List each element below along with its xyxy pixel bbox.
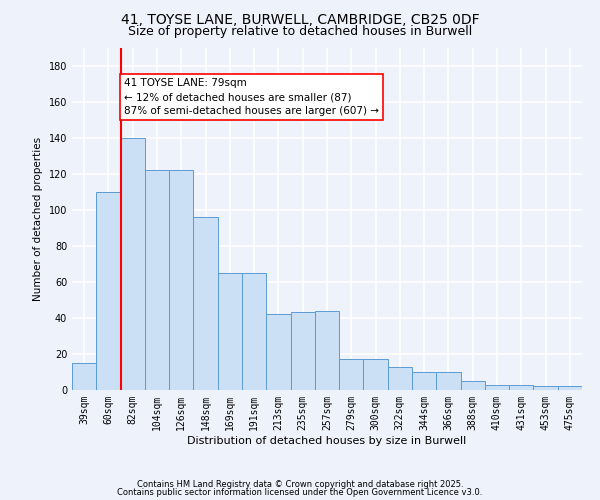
Bar: [388, 366, 412, 390]
Text: 41 TOYSE LANE: 79sqm
← 12% of detached houses are smaller (87)
87% of semi-detac: 41 TOYSE LANE: 79sqm ← 12% of detached h…: [124, 78, 379, 116]
Bar: [509, 384, 533, 390]
Bar: [290, 312, 315, 390]
Bar: [339, 360, 364, 390]
Bar: [364, 360, 388, 390]
Bar: [436, 372, 461, 390]
Bar: [145, 170, 169, 390]
Bar: [315, 310, 339, 390]
Text: Contains HM Land Registry data © Crown copyright and database right 2025.: Contains HM Land Registry data © Crown c…: [137, 480, 463, 489]
Bar: [193, 217, 218, 390]
Bar: [533, 386, 558, 390]
Bar: [485, 384, 509, 390]
Y-axis label: Number of detached properties: Number of detached properties: [33, 136, 43, 301]
X-axis label: Distribution of detached houses by size in Burwell: Distribution of detached houses by size …: [187, 436, 467, 446]
Bar: [169, 170, 193, 390]
Text: Size of property relative to detached houses in Burwell: Size of property relative to detached ho…: [128, 25, 472, 38]
Text: 41, TOYSE LANE, BURWELL, CAMBRIDGE, CB25 0DF: 41, TOYSE LANE, BURWELL, CAMBRIDGE, CB25…: [121, 12, 479, 26]
Bar: [121, 138, 145, 390]
Bar: [242, 273, 266, 390]
Bar: [218, 273, 242, 390]
Bar: [96, 192, 121, 390]
Bar: [558, 386, 582, 390]
Bar: [266, 314, 290, 390]
Bar: [461, 381, 485, 390]
Bar: [412, 372, 436, 390]
Bar: [72, 363, 96, 390]
Text: Contains public sector information licensed under the Open Government Licence v3: Contains public sector information licen…: [118, 488, 482, 497]
